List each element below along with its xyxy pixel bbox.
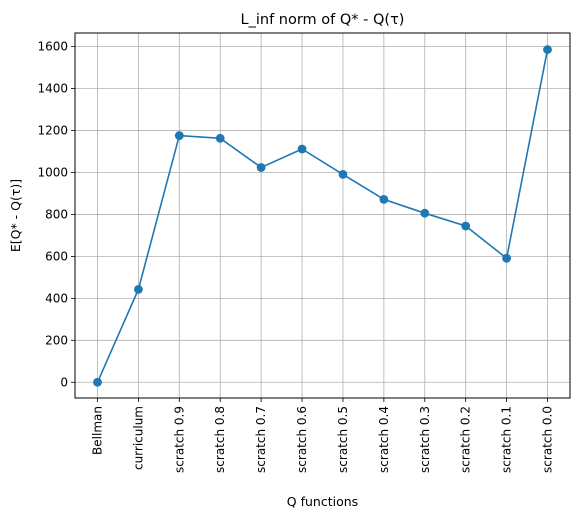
y-tick-label: 600	[45, 249, 68, 263]
data-point	[215, 133, 225, 143]
data-point	[338, 169, 348, 179]
data-point	[134, 284, 143, 294]
x-axis-label: Q functions	[287, 494, 358, 509]
x-axis-ticks: Bellman curriculum scratch 0.9 scratch 0.8 s…	[91, 398, 555, 473]
plot-frame	[74, 32, 571, 399]
y-tick-label: 800	[45, 207, 68, 221]
data-point	[502, 253, 511, 263]
data-point	[543, 45, 552, 54]
data-point	[256, 163, 266, 172]
x-tick-label: scratch 0.7	[254, 406, 268, 473]
data-point	[379, 194, 389, 204]
y-tick-label: 1400	[37, 82, 68, 96]
x-tick-label: scratch 0.6	[295, 406, 309, 473]
x-tick-label: Bellman	[91, 406, 105, 455]
y-axis-ticks: 0 200 400 600 800 1000 1200 1400 1600	[37, 40, 75, 389]
data-series	[93, 45, 552, 387]
x-tick-label: scratch 0.4	[377, 406, 391, 473]
data-point	[297, 144, 307, 154]
x-tick-label: scratch 0.0	[541, 406, 555, 473]
x-tick-label: scratch 0.5	[336, 406, 350, 473]
x-tick-label: scratch 0.1	[500, 406, 514, 473]
x-tick-label: scratch 0.2	[459, 406, 473, 473]
chart-title: L_inf norm of Q* - Q(τ)	[241, 12, 405, 28]
y-tick-label: 400	[45, 291, 68, 305]
y-tick-label: 1000	[37, 165, 68, 179]
series-line	[96, 49, 549, 383]
data-point	[93, 377, 102, 387]
x-tick-label: scratch 0.8	[213, 406, 227, 473]
x-tick-label: scratch 0.3	[418, 406, 432, 473]
y-tick-label: 1200	[37, 124, 68, 138]
data-point	[420, 208, 430, 218]
x-tick-label: scratch 0.9	[172, 406, 186, 473]
y-tick-label: 200	[45, 333, 68, 347]
y-tick-label: 0	[60, 375, 68, 389]
y-axis-label: E[Q* - Q(τ)]	[8, 179, 23, 252]
data-point	[461, 221, 471, 231]
x-tick-label: curriculum	[131, 406, 145, 470]
data-point	[174, 131, 184, 140]
y-tick-label: 1600	[37, 40, 68, 54]
